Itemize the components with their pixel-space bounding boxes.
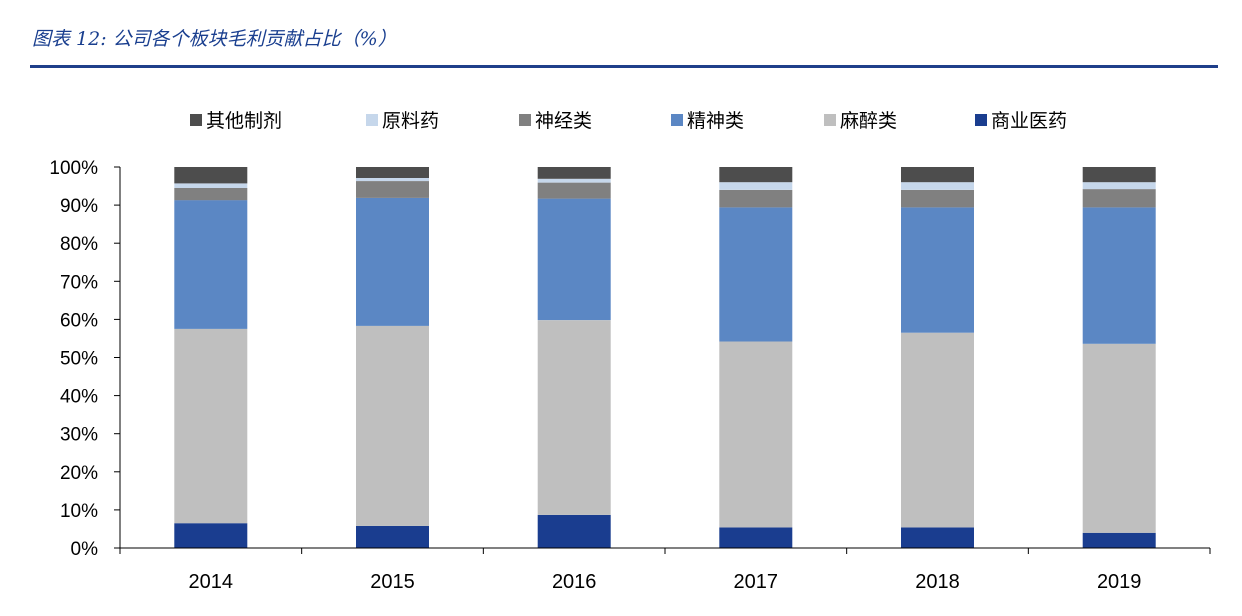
bar-segment — [356, 178, 429, 181]
y-tick-label: 10% — [60, 501, 98, 522]
bar-segment — [719, 182, 793, 190]
title-divider — [30, 65, 1218, 68]
legend-label: 商业医药 — [991, 110, 1067, 132]
bar-segment — [537, 198, 611, 321]
bar-segment — [537, 167, 611, 179]
bar-segment — [901, 332, 974, 528]
bar-segment — [174, 328, 248, 524]
bar-segment — [356, 167, 429, 178]
y-tick-label: 90% — [60, 196, 98, 217]
bar-segment — [537, 182, 611, 199]
bar-segment — [901, 527, 974, 548]
bar-segment — [537, 514, 611, 548]
bar-segment — [901, 167, 974, 183]
bar-segment — [174, 167, 248, 184]
y-tick-label: 50% — [60, 349, 98, 370]
bar-segment — [1082, 343, 1156, 533]
legend-label: 麻醉类 — [840, 110, 897, 132]
legend-label: 其他制剂 — [206, 110, 282, 132]
y-tick-label: 70% — [60, 272, 98, 293]
legend-swatch — [671, 114, 683, 126]
legend-label: 原料药 — [382, 110, 439, 132]
x-tick-label: 2016 — [552, 571, 597, 593]
legend-swatch — [366, 114, 378, 126]
bar-segment — [719, 341, 793, 528]
y-tick-label: 20% — [60, 463, 98, 484]
x-tick-label: 2014 — [189, 571, 234, 593]
bar-segment — [356, 525, 429, 548]
y-tick-label: 80% — [60, 234, 98, 255]
bar-segment — [174, 200, 248, 329]
bar-segment — [719, 207, 793, 342]
bar-segment — [174, 183, 248, 188]
bar-segment — [901, 182, 974, 190]
bar-segment — [719, 527, 793, 548]
bar-segment — [174, 188, 248, 201]
bar-segment — [174, 523, 248, 548]
bar-segment — [1082, 189, 1156, 208]
axes: 2014 2015 2016 2017 2018 2019 0% 10% 20% 30% 40% 50… — [49, 158, 1211, 593]
bar-segment — [719, 167, 793, 183]
legend: 其他制剂 原料药 神经类 精神类 麻醉类 商业医药 — [190, 110, 1067, 132]
y-tick-label: 100% — [49, 158, 98, 179]
legend-swatch — [824, 114, 836, 126]
bar-segment — [356, 197, 429, 326]
bar-segment — [356, 325, 429, 526]
x-tick-label: 2018 — [915, 571, 960, 593]
bar-segment — [537, 320, 611, 515]
legend-swatch — [975, 114, 987, 126]
chart-title: 图表 12: 公司各个板块毛利贡献占比（%） — [32, 28, 397, 50]
bar-segment — [356, 181, 429, 198]
y-tick-label: 0% — [71, 539, 99, 560]
bar-segment — [537, 178, 611, 183]
x-tick-label: 2019 — [1097, 571, 1142, 593]
bar-segment — [1082, 182, 1156, 190]
bar-segment — [901, 189, 974, 208]
bar-segment — [1082, 167, 1156, 183]
x-tick-label: 2017 — [734, 571, 779, 593]
y-tick-label: 40% — [60, 387, 98, 408]
bars — [174, 167, 1156, 548]
y-tick-label: 30% — [60, 425, 98, 446]
legend-label: 精神类 — [687, 110, 744, 132]
bar-segment — [1082, 207, 1156, 344]
legend-label: 神经类 — [535, 110, 592, 132]
y-tick-label: 60% — [60, 310, 98, 331]
bar-segment — [719, 189, 793, 208]
bar-segment — [901, 207, 974, 333]
legend-swatch — [519, 114, 531, 126]
legend-swatch — [190, 114, 202, 126]
bar-segment — [1082, 532, 1156, 548]
x-tick-label: 2015 — [370, 571, 415, 593]
